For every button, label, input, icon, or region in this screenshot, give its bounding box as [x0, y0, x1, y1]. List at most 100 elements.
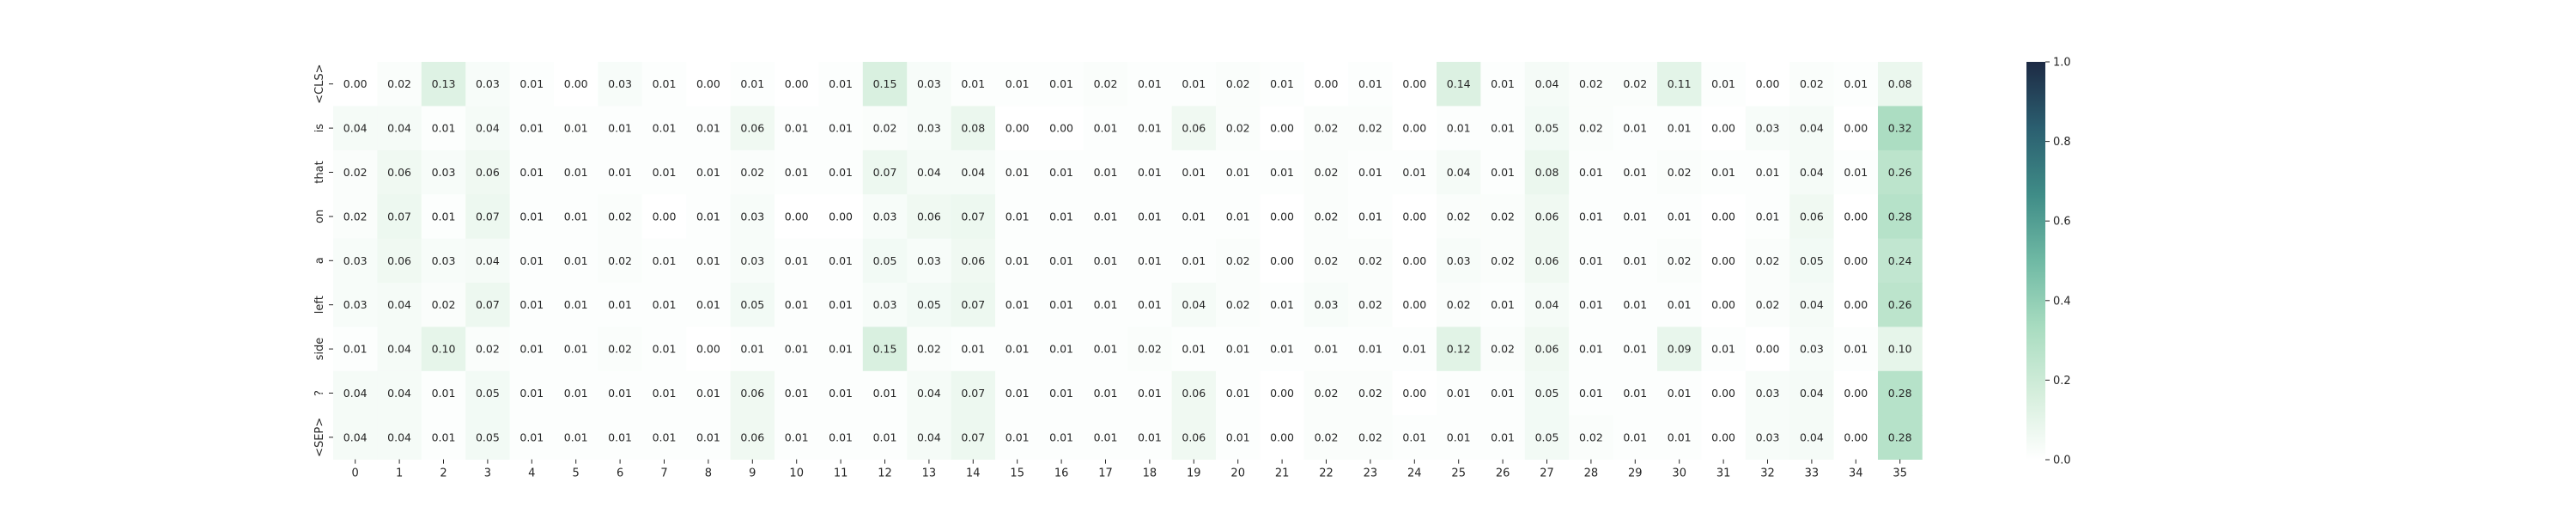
heatmap-cell	[377, 238, 422, 284]
cell-value-label: 0.05	[1800, 254, 1824, 267]
x-tick-label: 32	[1760, 467, 1775, 480]
heatmap-cell	[465, 106, 510, 151]
heatmap-cell	[421, 327, 466, 372]
heatmap-cell	[951, 238, 996, 284]
heatmap-cell	[1392, 283, 1437, 327]
heatmap-cell	[1833, 283, 1879, 327]
heatmap-cell	[1348, 283, 1393, 327]
cell-value-label: 0.01	[432, 430, 456, 443]
heatmap-cell	[1260, 194, 1305, 239]
heatmap-cell	[1171, 415, 1217, 460]
cell-value-label: 0.02	[1226, 254, 1250, 267]
cell-value-label: 0.01	[1049, 343, 1073, 356]
cell-value-label: 0.13	[432, 77, 456, 90]
heatmap-cell	[509, 415, 555, 460]
cell-value-label: 0.01	[1094, 387, 1118, 400]
heatmap-cell	[641, 106, 687, 151]
cell-value-label: 0.01	[1094, 298, 1118, 311]
cell-value-label: 0.02	[1491, 254, 1515, 267]
x-tick-label: 31	[1716, 467, 1731, 480]
heatmap-cell	[1657, 62, 1702, 107]
cell-value-label: 0.02	[1756, 254, 1780, 267]
cell-value-label: 0.01	[785, 122, 809, 135]
cell-value-label: 0.00	[1270, 122, 1294, 135]
x-tick-label: 30	[1672, 467, 1686, 480]
heatmap-cell	[907, 283, 951, 327]
cell-value-label: 0.06	[740, 122, 764, 135]
cell-value-label: 0.01	[432, 387, 456, 400]
heatmap-cell	[862, 415, 908, 460]
cell-value-label: 0.04	[387, 122, 411, 135]
heatmap-cell	[1745, 327, 1790, 372]
cell-value-label: 0.00	[1402, 122, 1426, 135]
cell-value-label: 0.01	[1756, 166, 1780, 179]
heatmap-cell	[1524, 415, 1570, 460]
heatmap-cell	[1701, 370, 1747, 416]
heatmap-cell	[1657, 194, 1702, 239]
cell-value-label: 0.02	[608, 343, 632, 356]
cell-value-label: 0.02	[1226, 122, 1250, 135]
heatmap-cell	[686, 327, 731, 372]
cell-value-label: 0.01	[1226, 166, 1250, 179]
heatmap-cell	[1878, 283, 1923, 327]
heatmap-cell	[1524, 283, 1570, 327]
cell-value-label: 0.05	[476, 387, 500, 400]
cell-value-label: 0.02	[1800, 77, 1824, 90]
heatmap-cell	[818, 238, 864, 284]
y-tick-label: that	[313, 161, 326, 183]
cell-value-label: 0.01	[1005, 387, 1030, 400]
heatmap-cell	[1348, 194, 1393, 239]
cell-value-label: 0.01	[653, 254, 677, 267]
heatmap-cell	[333, 283, 378, 327]
heatmap-cell	[509, 150, 555, 195]
cell-value-label: 0.01	[1226, 210, 1250, 223]
x-tick-label: 28	[1584, 467, 1599, 480]
cell-value-label: 0.01	[519, 210, 544, 223]
colorbar-tick-label: 0.6	[2053, 216, 2071, 229]
heatmap-cell	[421, 415, 466, 460]
cell-value-label: 0.01	[1005, 254, 1030, 267]
cell-value-label: 0.03	[1756, 122, 1780, 135]
heatmap-cell	[775, 62, 819, 107]
cell-value-label: 0.01	[519, 254, 544, 267]
heatmap-cell	[1701, 327, 1747, 372]
cell-value-label: 0.01	[1668, 298, 1692, 311]
cell-value-label: 0.01	[785, 387, 809, 400]
cell-value-label: 0.01	[1315, 343, 1339, 356]
cell-value-label: 0.03	[917, 122, 941, 135]
cell-value-label: 0.06	[1535, 254, 1559, 267]
heatmap-cell	[1613, 370, 1658, 416]
heatmap-cell	[730, 415, 775, 460]
cell-value-label: 0.00	[564, 77, 588, 90]
heatmap-cell	[907, 194, 951, 239]
y-tick-label: is	[313, 124, 326, 133]
heatmap-cell	[995, 106, 1040, 151]
heatmap-cell	[1083, 415, 1128, 460]
cell-value-label: 0.01	[1623, 298, 1647, 311]
heatmap-cell	[862, 194, 908, 239]
heatmap-cell	[1171, 283, 1217, 327]
heatmap-cell	[686, 415, 731, 460]
cell-value-label: 0.02	[917, 343, 941, 356]
heatmap-cell	[1569, 238, 1613, 284]
cell-value-label: 0.03	[476, 77, 500, 90]
cell-value-label: 0.02	[476, 343, 500, 356]
colorbar-gradient	[2026, 62, 2045, 460]
cell-value-label: 0.03	[1756, 387, 1780, 400]
heatmap-cell	[377, 62, 422, 107]
heatmap-cell	[1524, 150, 1570, 195]
heatmap-cell	[1657, 150, 1702, 195]
heatmap-cell	[1745, 370, 1790, 416]
cell-value-label: 0.01	[608, 430, 632, 443]
heatmap-cell	[1437, 194, 1481, 239]
cell-value-label: 0.01	[608, 298, 632, 311]
colorbar-tick-label: 0.4	[2053, 295, 2071, 308]
cell-value-label: 0.00	[1270, 254, 1294, 267]
cell-value-label: 0.00	[785, 210, 809, 223]
heatmap-cell	[1480, 238, 1526, 284]
cell-value-label: 0.01	[653, 430, 677, 443]
x-tick-label: 15	[1010, 467, 1024, 480]
heatmap-cell	[1613, 283, 1658, 327]
cell-value-label: 0.07	[961, 298, 985, 311]
heatmap-cell	[1789, 327, 1834, 372]
